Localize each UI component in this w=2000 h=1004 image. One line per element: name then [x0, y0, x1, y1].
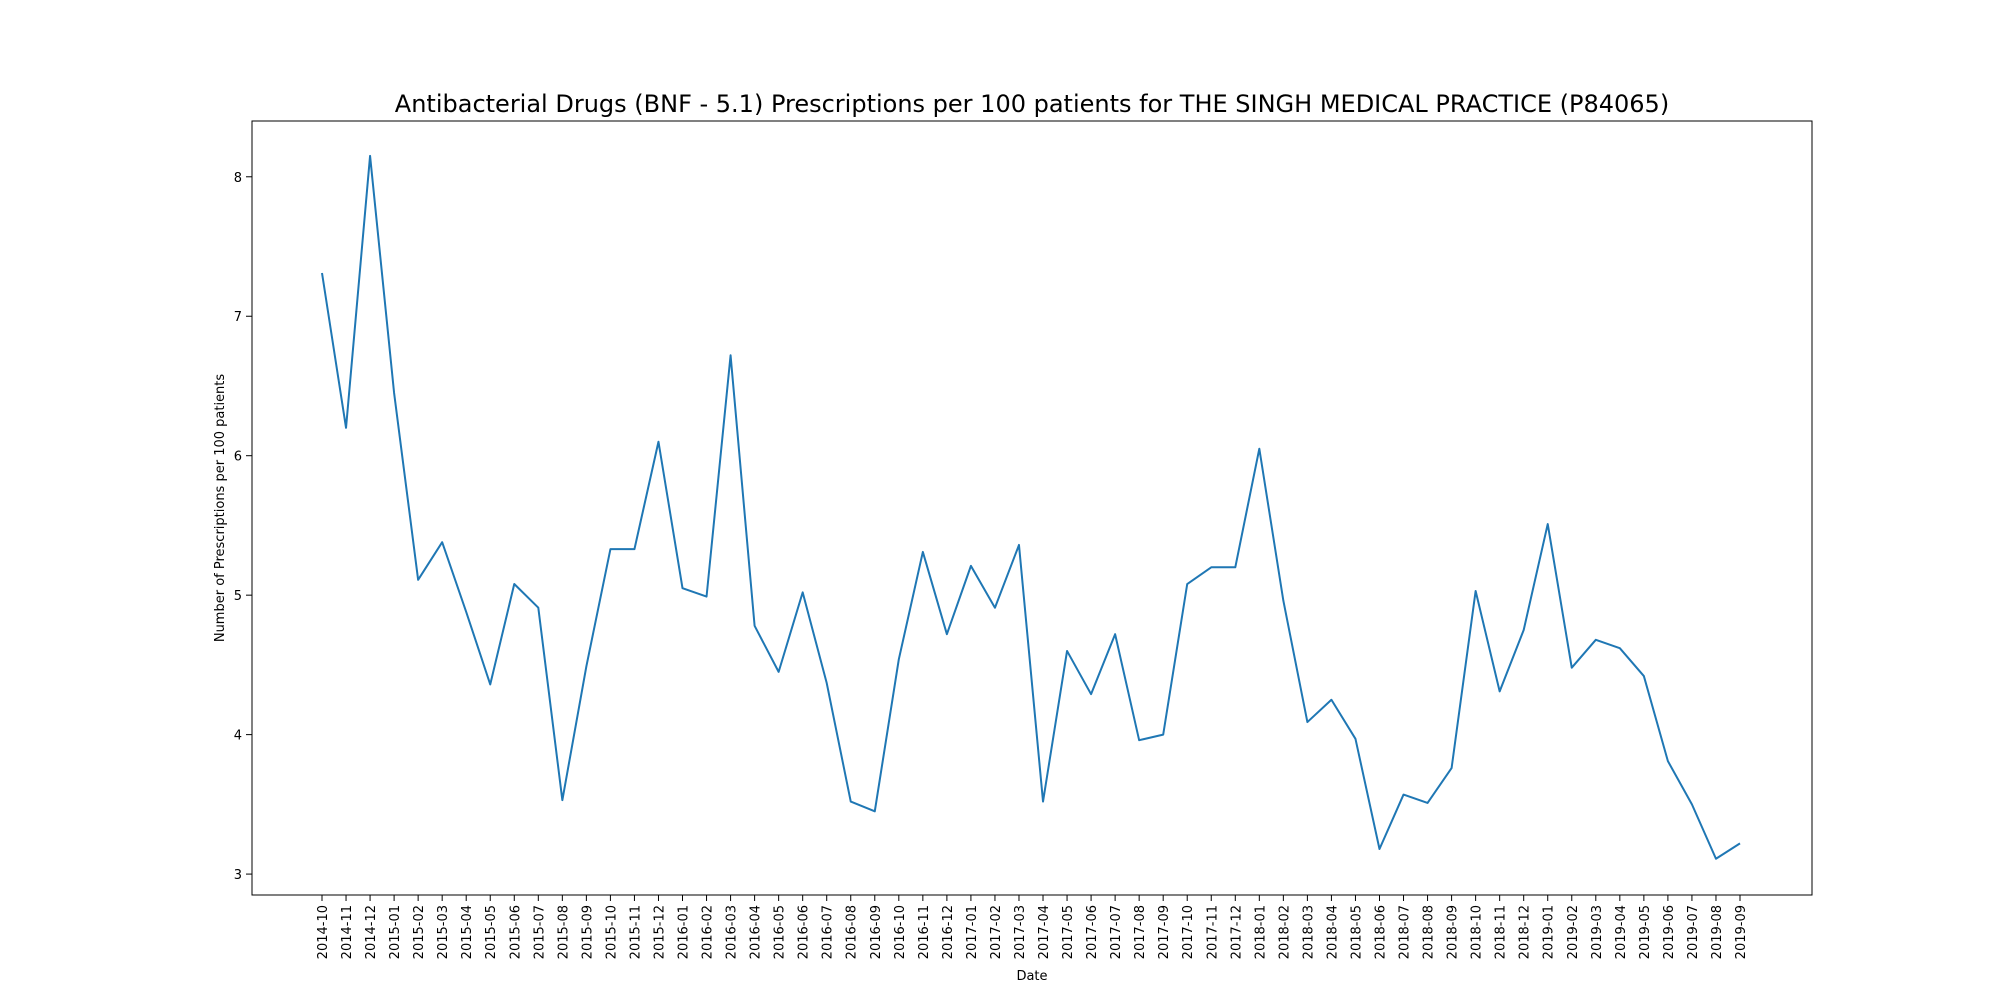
x-tick-label: 2015-08 [556, 905, 571, 959]
x-tick-label: 2017-02 [989, 905, 1004, 959]
x-tick-label: 2016-07 [821, 905, 836, 959]
x-tick-label: 2016-11 [917, 905, 932, 959]
x-tick-label: 2016-09 [869, 905, 884, 959]
x-axis: 2014-10 2014-11 2014-12 2015-01 2015-02 2015-… [316, 895, 1749, 959]
y-tick-label: 5 [234, 589, 242, 604]
x-tick-label: 2016-04 [749, 905, 764, 959]
x-tick-label: 2015-05 [484, 905, 499, 959]
x-axis-label: Date [1016, 969, 1047, 984]
x-tick-label: 2019-01 [1542, 905, 1557, 959]
x-tick-label: 2015-04 [460, 905, 475, 959]
x-tick-label: 2017-07 [1109, 905, 1124, 959]
y-tick-label: 7 [234, 310, 242, 325]
x-tick-label: 2014-11 [340, 905, 355, 959]
x-tick-label: 2016-06 [797, 905, 812, 959]
x-tick-label: 2017-12 [1229, 905, 1244, 959]
x-tick-label: 2017-06 [1085, 905, 1100, 959]
y-axis: 3 4 5 6 7 8 [234, 171, 252, 883]
x-tick-label: 2018-03 [1301, 905, 1316, 959]
x-tick-label: 2015-10 [604, 905, 619, 959]
x-tick-label: 2015-03 [436, 905, 451, 959]
x-tick-label: 2016-08 [845, 905, 860, 959]
x-tick-label: 2015-02 [412, 905, 427, 959]
x-tick-label: 2017-08 [1133, 905, 1148, 959]
x-tick-label: 2017-11 [1205, 905, 1220, 959]
series-line [322, 156, 1740, 859]
x-tick-label: 2018-02 [1277, 905, 1292, 959]
x-tick-label: 2017-09 [1157, 905, 1172, 959]
x-tick-label: 2016-02 [701, 905, 716, 959]
x-tick-label: 2015-07 [532, 905, 547, 959]
x-tick-label: 2014-10 [316, 905, 331, 959]
y-axis-label: Number of Prescriptions per 100 patients [213, 374, 228, 643]
x-tick-label: 2018-01 [1253, 905, 1268, 959]
x-tick-label: 2019-09 [1734, 905, 1749, 959]
x-tick-label: 2015-09 [580, 905, 595, 959]
x-tick-label: 2016-03 [725, 905, 740, 959]
x-tick-label: 2016-12 [941, 905, 956, 959]
y-tick-label: 3 [234, 868, 242, 883]
x-tick-label: 2018-12 [1518, 905, 1533, 959]
y-tick-label: 4 [234, 729, 242, 744]
x-tick-label: 2019-07 [1686, 905, 1701, 959]
x-tick-label: 2017-03 [1013, 905, 1028, 959]
x-tick-label: 2018-06 [1373, 905, 1388, 959]
x-tick-label: 2018-04 [1325, 905, 1340, 959]
x-tick-label: 2018-09 [1446, 905, 1461, 959]
x-tick-label: 2016-05 [773, 905, 788, 959]
plot-area [322, 156, 1740, 859]
x-tick-label: 2019-05 [1638, 905, 1653, 959]
x-tick-label: 2016-01 [677, 905, 692, 959]
x-tick-label: 2019-08 [1710, 905, 1725, 959]
x-tick-label: 2017-01 [965, 905, 980, 959]
plot-frame [252, 121, 1812, 895]
x-tick-label: 2015-12 [652, 905, 667, 959]
x-tick-label: 2019-06 [1662, 905, 1677, 959]
x-tick-label: 2018-05 [1349, 905, 1364, 959]
x-tick-label: 2019-03 [1590, 905, 1605, 959]
x-tick-label: 2018-07 [1398, 905, 1413, 959]
x-tick-label: 2015-01 [388, 905, 403, 959]
x-tick-label: 2019-02 [1566, 905, 1581, 959]
x-tick-label: 2017-05 [1061, 905, 1076, 959]
x-tick-label: 2014-12 [364, 905, 379, 959]
x-tick-label: 2015-06 [508, 905, 523, 959]
y-tick-label: 6 [234, 450, 242, 465]
x-tick-label: 2016-10 [893, 905, 908, 959]
x-tick-label: 2019-04 [1614, 905, 1629, 959]
x-tick-label: 2017-10 [1181, 905, 1196, 959]
x-tick-label: 2015-11 [628, 905, 643, 959]
x-tick-label: 2018-08 [1422, 905, 1437, 959]
chart-title: Antibacterial Drugs (BNF - 5.1) Prescrip… [395, 90, 1669, 118]
x-tick-label: 2017-04 [1037, 905, 1052, 959]
x-tick-label: 2018-11 [1494, 905, 1509, 959]
x-tick-label: 2018-10 [1470, 905, 1485, 959]
y-tick-label: 8 [234, 171, 242, 186]
